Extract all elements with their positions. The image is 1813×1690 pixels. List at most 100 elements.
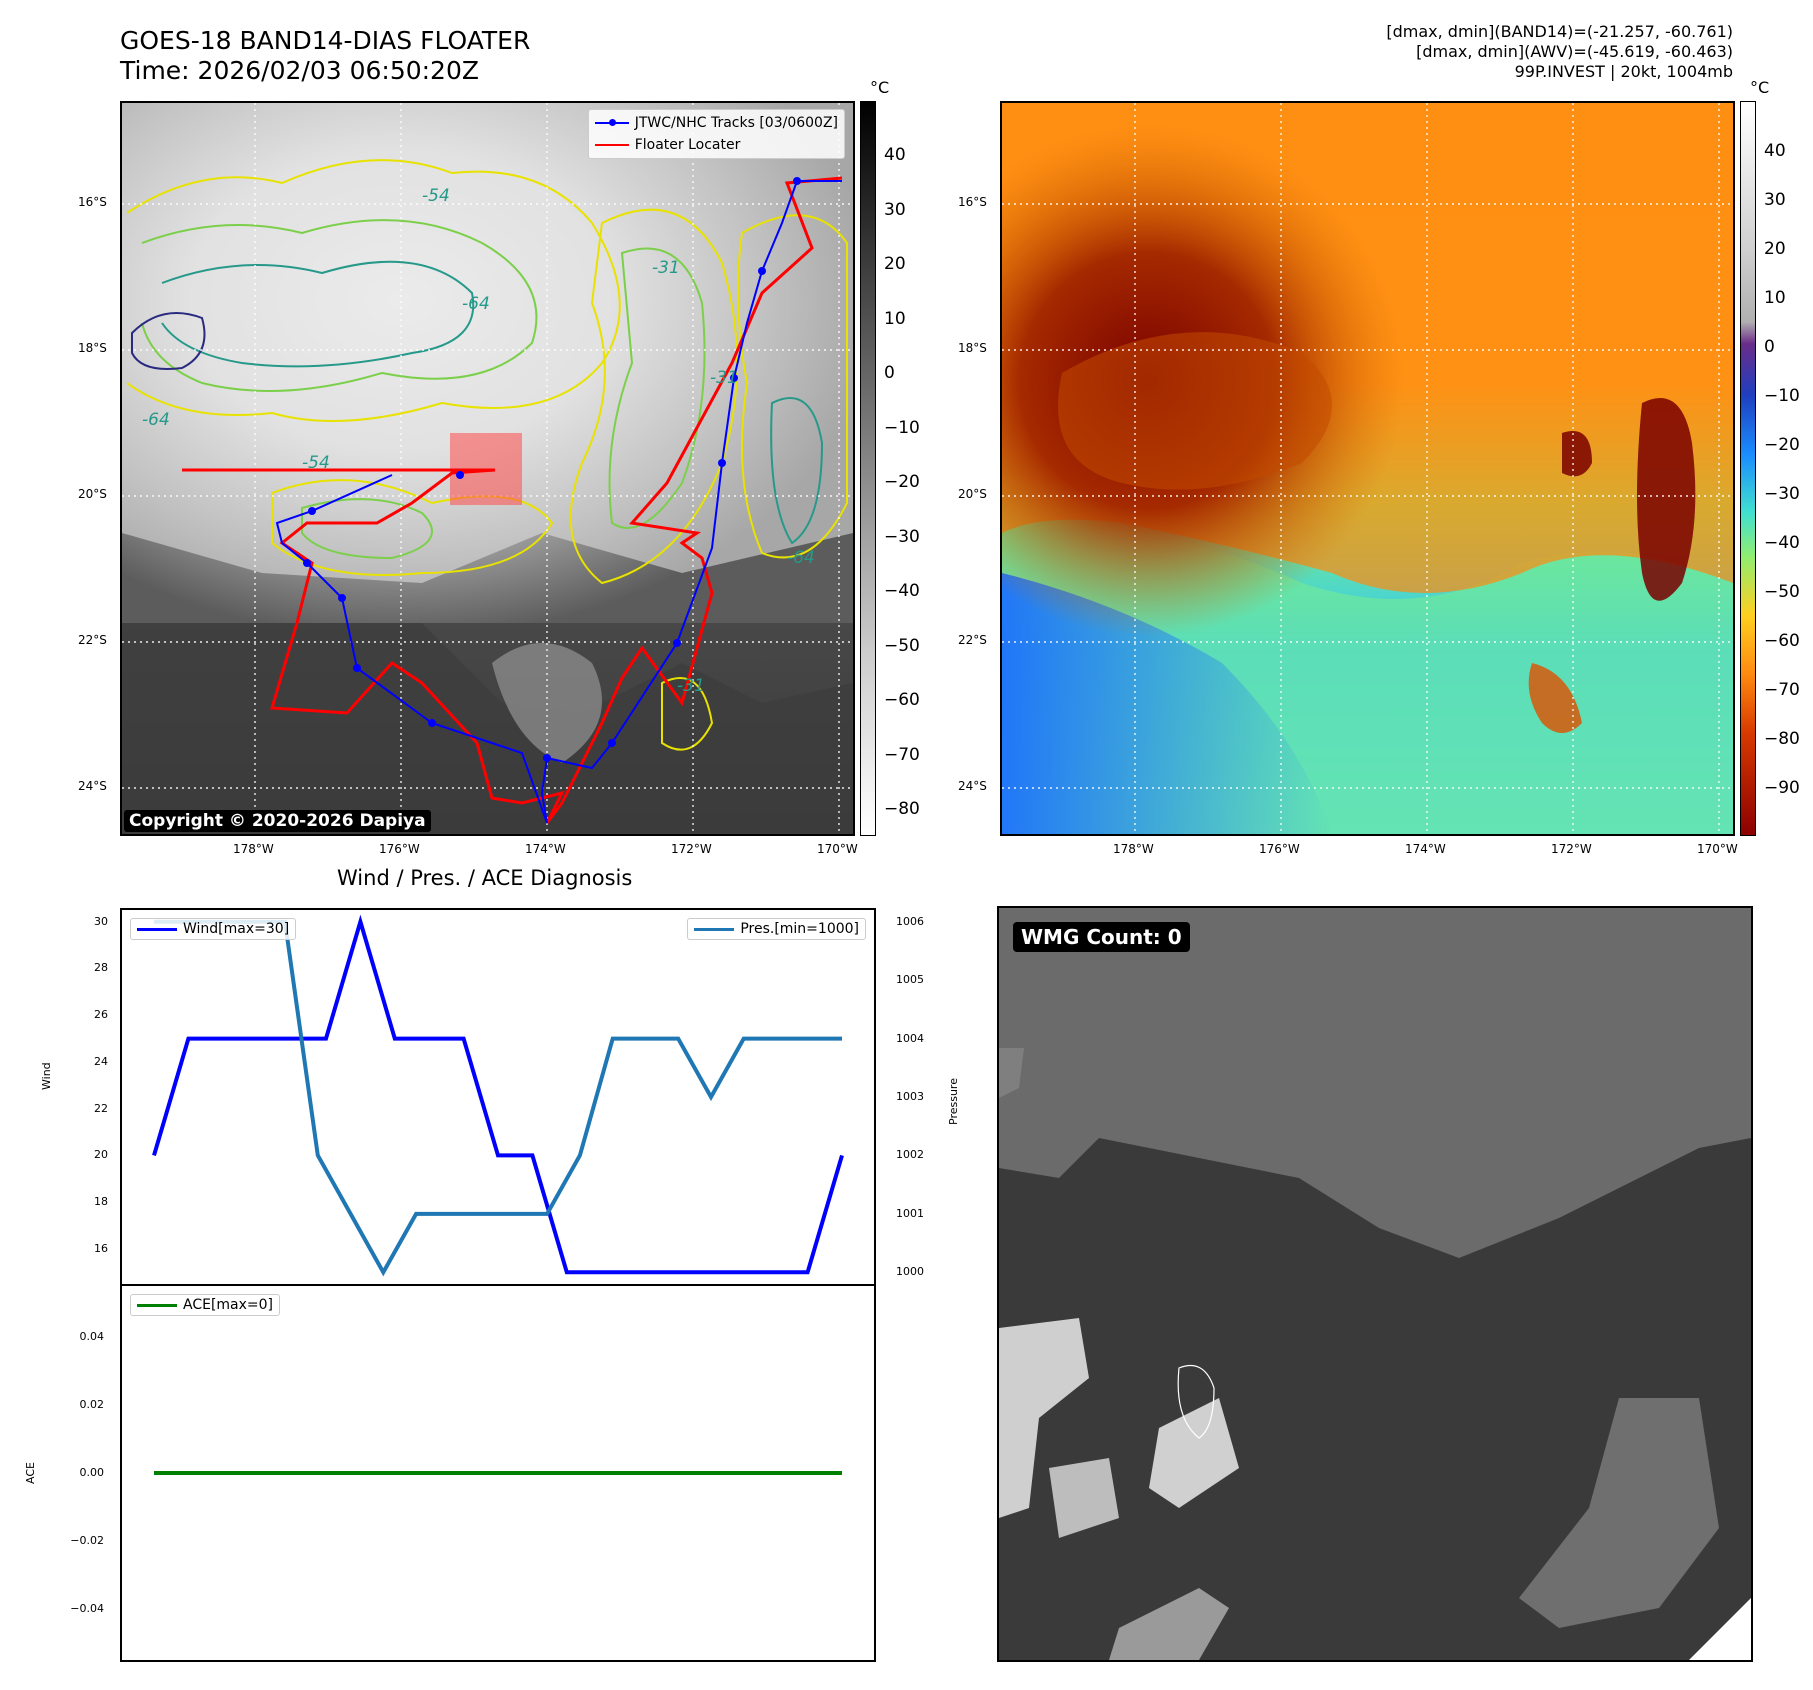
wind-axis-label: Wind (40, 1062, 53, 1090)
lon-label: 176°W (379, 842, 420, 856)
lat-label: 18°S (78, 341, 107, 355)
colorbar-tick: −20 (884, 472, 920, 492)
lat-label: 24°S (958, 779, 987, 793)
ir-legend: JTWC/NHC Tracks [03/0600Z] Floater Locat… (587, 109, 845, 159)
contour-label: -54 (302, 453, 330, 473)
ace-axis-ticks: 0.04 0.02 0.00 −0.02 −0.04 (64, 1284, 104, 1662)
lon-label: 172°W (1551, 842, 1592, 856)
axis-tick-label: 1003 (896, 1090, 924, 1103)
lat-label: 20°S (958, 487, 987, 501)
colorbar-tick: −20 (1764, 435, 1800, 455)
axis-tick-label: 16 (94, 1241, 108, 1255)
colorbar-tick: −60 (884, 690, 920, 710)
wind-legend-label: Wind[max=30] (183, 921, 290, 937)
legend-floater-label: Floater Locater (634, 137, 741, 153)
lon-label: 170°W (1697, 842, 1738, 856)
ace-legend: ACE[max=0] (130, 1294, 281, 1316)
colorbar-tick: −30 (1764, 484, 1800, 504)
colorbar-tick: −80 (884, 799, 920, 819)
pressure-legend: Pres.[min=1000] (687, 918, 866, 940)
info-line-2: [dmax, dmin](AWV)=(-45.619, -60.463) (1416, 42, 1733, 61)
axis-tick-label: 24 (94, 1054, 108, 1068)
copyright-badge: Copyright © 2020-2026 Dapiya (124, 810, 431, 832)
wind-series-line (152, 914, 844, 1275)
lat-label: 16°S (78, 195, 107, 209)
colorbar-tick: −80 (1764, 729, 1800, 749)
wind-axis-ticks: 30 28 26 24 22 20 18 16 (78, 908, 108, 1286)
axis-tick-label: −0.04 (70, 1602, 104, 1615)
colorbar-tick: 0 (1764, 337, 1775, 357)
colorbar-tick: −40 (1764, 533, 1800, 553)
awv-colorbar-unit: °C (1750, 78, 1770, 97)
axis-tick-label: 0.00 (79, 1466, 105, 1479)
lon-label: 178°W (1113, 842, 1154, 856)
ir-colorbar (860, 101, 876, 836)
wmg-count-badge: WMG Count: 0 (1013, 922, 1190, 952)
wmg-image (999, 1048, 1751, 1660)
contour-label: -64 (142, 410, 170, 430)
ace-axis-label: ACE (24, 1462, 37, 1484)
title-line-2: Time: 2026/02/03 06:50:20Z (120, 56, 479, 85)
colorbar-tick: −50 (1764, 582, 1800, 602)
colorbar-tick: 40 (884, 145, 906, 165)
axis-tick-label: 1001 (896, 1206, 924, 1220)
axis-tick-label: 0.02 (79, 1398, 105, 1411)
ace-chart (154, 1471, 842, 1475)
colorbar-tick: 0 (884, 363, 895, 383)
lat-label: 20°S (78, 487, 107, 501)
axis-tick-label: 26 (94, 1008, 108, 1022)
colorbar-tick: −70 (1764, 680, 1800, 700)
axis-tick-label: 18 (94, 1195, 108, 1209)
colorbar-tick: 40 (1764, 141, 1786, 161)
awv-colorbar (1740, 101, 1756, 836)
axis-tick-label: 28 (94, 961, 108, 975)
lat-label: 22°S (958, 633, 987, 647)
axis-tick-label: 1006 (896, 914, 924, 928)
pressure-series-line (154, 919, 842, 1277)
colorbar-tick: 30 (1764, 190, 1786, 210)
lon-label: 170°W (817, 842, 858, 856)
colorbar-tick: 10 (884, 309, 906, 329)
lon-label: 174°W (525, 842, 566, 856)
wind-pressure-chart (152, 914, 844, 1277)
colorbar-tick: −10 (1764, 386, 1800, 406)
contour-label: -64 (787, 548, 815, 568)
colorbar-tick: −70 (884, 745, 920, 765)
axis-tick-label: 0.04 (79, 1330, 105, 1343)
legend-tracks-label: JTWC/NHC Tracks [03/0600Z] (634, 115, 838, 131)
colorbar-tick: 30 (884, 200, 906, 220)
wind-pressure-panel: Wind[max=30] Pres.[min=1000] (120, 908, 876, 1286)
wind-legend: Wind[max=30] (130, 918, 297, 940)
axis-tick-label: −0.02 (70, 1534, 104, 1547)
colorbar-tick: 20 (884, 254, 906, 274)
wmg-panel: WMG Count: 0 (997, 906, 1753, 1662)
contour-label: -64 (462, 294, 490, 314)
contour-label: -31 (652, 258, 680, 278)
colorbar-tick: −10 (884, 418, 920, 438)
ir-image: -64 -64 -54 -54 -31 -31 -31 -64 (122, 103, 853, 834)
diagnosis-title: Wind / Pres. / ACE Diagnosis (337, 866, 633, 890)
lat-label: 24°S (78, 779, 107, 793)
ace-legend-label: ACE[max=0] (183, 1297, 274, 1313)
info-block: [dmax, dmin](BAND14)=(-21.257, -60.761) … (1386, 22, 1733, 82)
axis-tick-label: 1004 (896, 1031, 924, 1045)
figure-title: GOES-18 BAND14-DIAS FLOATER Time: 2026/0… (120, 26, 530, 86)
colorbar-tick: −60 (1764, 631, 1800, 651)
pressure-legend-label: Pres.[min=1000] (740, 921, 859, 937)
lat-label: 16°S (958, 195, 987, 209)
colorbar-tick: −50 (884, 636, 920, 656)
colorbar-tick: 10 (1764, 288, 1786, 308)
colorbar-tick: 20 (1764, 239, 1786, 259)
axis-tick-label: 30 (94, 914, 108, 928)
info-line-3: 99P.INVEST | 20kt, 1004mb (1514, 62, 1733, 81)
title-line-1: GOES-18 BAND14-DIAS FLOATER (120, 26, 531, 55)
contour-label: -31 (710, 368, 738, 388)
axis-tick-label: 1005 (896, 973, 924, 987)
colorbar-tick: −40 (884, 581, 920, 601)
axis-tick-label: 22 (94, 1101, 108, 1115)
info-line-1: [dmax, dmin](BAND14)=(-21.257, -60.761) (1386, 22, 1733, 41)
lat-label: 18°S (958, 341, 987, 355)
lon-label: 178°W (233, 842, 274, 856)
colorbar-tick: −30 (884, 527, 920, 547)
lat-label: 22°S (78, 633, 107, 647)
